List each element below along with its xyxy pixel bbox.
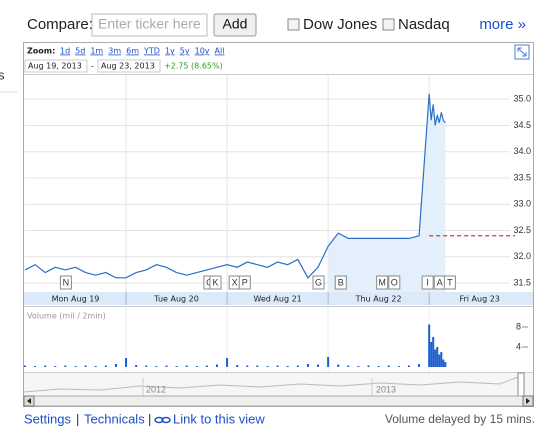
footer-link[interactable]: Technicals (84, 411, 145, 426)
volume-tick-label: 4 (516, 341, 521, 351)
volume-tick-label: 8 (516, 321, 521, 331)
x-tick-label: Tue Aug 20 (153, 295, 199, 304)
event-flag-label: T (447, 277, 453, 287)
y-tick-label: 34.5 (513, 120, 531, 130)
x-tick-label: Fri Aug 23 (459, 295, 499, 304)
range-change: +2.75 (8.65%) (164, 62, 223, 71)
navigator[interactable] (24, 373, 533, 396)
event-flag-label: K (212, 277, 218, 287)
footer-link[interactable]: Link to this view (173, 411, 265, 426)
event-flag[interactable] (334, 275, 347, 290)
range-start: Aug 19, 2013 (28, 62, 82, 71)
zoom-option[interactable]: 1m (90, 47, 103, 56)
x-tick-label: Wed Aug 21 (253, 295, 301, 304)
event-flag[interactable] (209, 275, 222, 290)
event-flag-label: O (391, 277, 398, 287)
zoom-option[interactable]: 3m (108, 47, 121, 56)
x-tick-label: Thu Aug 22 (355, 295, 402, 304)
range-separator: - (91, 62, 94, 71)
zoom-option[interactable]: 5d (75, 47, 85, 56)
expand-arrow (517, 47, 527, 57)
price-line (24, 93, 446, 279)
y-tick-label: 33.0 (513, 199, 531, 209)
y-tick-label: 32.0 (513, 251, 531, 261)
navigator-line (23, 376, 519, 393)
event-flag[interactable] (388, 275, 401, 290)
zoom-label: Zoom: (27, 47, 55, 56)
event-flag-label: N (63, 277, 70, 287)
input-placeholder: Enter ticker here (98, 16, 201, 32)
zoom-option[interactable]: All (215, 47, 225, 56)
checkbox-label: Nasdaq (398, 16, 450, 33)
event-flag-label: P (242, 277, 248, 287)
arrow (27, 398, 31, 404)
add-button[interactable] (213, 13, 257, 37)
range-end-box[interactable] (97, 59, 161, 73)
ticker-input[interactable] (91, 13, 208, 37)
arrow (526, 398, 530, 404)
event-flag[interactable] (59, 275, 72, 290)
link-icon (154, 416, 171, 424)
event-flag[interactable] (421, 275, 434, 290)
event-flag[interactable] (443, 275, 456, 290)
event-flag-label: A (437, 277, 443, 287)
volume-label: Volume (mil / 2min) (27, 312, 106, 321)
footer-separator: | (148, 411, 151, 426)
range-start-box[interactable] (24, 59, 88, 73)
side-fragment: s (0, 67, 5, 82)
checkbox[interactable] (287, 18, 300, 31)
zoom-option[interactable]: 1d (60, 47, 70, 56)
event-flag[interactable] (312, 275, 325, 290)
chart-frame (23, 42, 534, 407)
event-flag-label: I (426, 277, 429, 287)
zoom-option[interactable]: 10y (195, 47, 210, 56)
footer-link[interactable]: Settings (24, 411, 71, 426)
y-tick-label: 33.5 (513, 172, 531, 182)
event-flag-label: G (315, 277, 322, 287)
navigator-handle[interactable] (517, 372, 525, 397)
zoom-option[interactable]: 6m (126, 47, 139, 56)
checkbox-label: Dow Jones (303, 16, 377, 33)
y-tick-label: 32.5 (513, 225, 531, 235)
footer-separator: | (76, 411, 79, 426)
y-tick-label: 31.5 (513, 277, 531, 287)
zoom-option[interactable]: 5y (180, 47, 190, 56)
y-tick-label: 34.0 (513, 146, 531, 156)
price-area (328, 93, 446, 292)
scrollbar[interactable] (23, 395, 534, 407)
add-button-label: Add (223, 16, 248, 32)
compare-label: Compare: (27, 16, 93, 33)
event-flag-label: M (378, 277, 386, 287)
footer-note: Volume delayed by 15 mins. (385, 412, 535, 426)
date-band (24, 292, 533, 305)
more-link[interactable]: more » (479, 16, 526, 33)
y-tick-label: 35.0 (513, 94, 531, 104)
x-tick-label: Mon Aug 19 (52, 295, 100, 304)
navigator-year: 2012 (146, 384, 166, 394)
event-flag[interactable] (238, 275, 251, 290)
event-flag-label: B (338, 277, 344, 287)
range-end: Aug 23, 2013 (101, 62, 155, 71)
checkbox[interactable] (382, 18, 395, 31)
zoom-options: 1d 5d 1m 3m 6m YTD 1y 5y 10y All (60, 47, 224, 56)
zoom-option[interactable]: YTD (143, 47, 160, 56)
event-flag[interactable] (376, 275, 389, 290)
navigator-year: 2013 (376, 384, 396, 394)
event-flag-label: X (232, 277, 238, 287)
zoom-option[interactable]: 1y (165, 47, 175, 56)
